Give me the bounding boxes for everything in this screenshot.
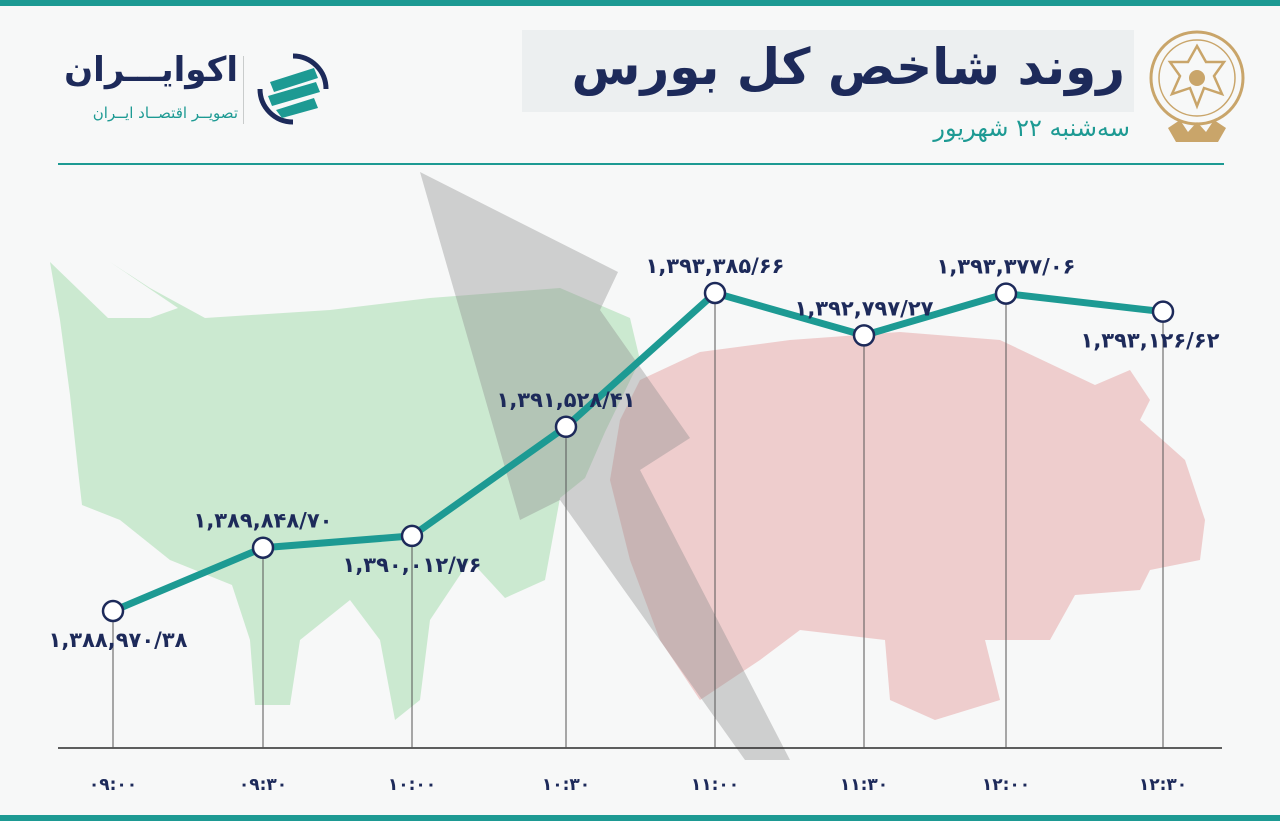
value-label: ۱,۳۹۱,۵۲۸/۴۱ bbox=[497, 388, 636, 412]
x-tick-label: ۱۲:۰۰ bbox=[982, 775, 1030, 795]
data-point bbox=[1151, 300, 1175, 323]
date-subtitle: سه‌شنبه ۲۲ شهریور bbox=[933, 114, 1130, 142]
x-tick-label: ۰۹:۳۰ bbox=[239, 775, 287, 795]
value-label: ۱,۳۸۸,۹۷۰/۳۸ bbox=[49, 628, 188, 652]
value-label: ۱,۳۹۰,۰۱۲/۷۶ bbox=[343, 553, 482, 577]
arrow-silhouette bbox=[420, 172, 790, 760]
value-labels: ۱,۳۸۸,۹۷۰/۳۸ ۱,۳۸۹,۸۴۸/۷۰ ۱,۳۹۰,۰۱۲/۷۶ ۱,۳۹… bbox=[49, 254, 1220, 652]
background-illustration bbox=[50, 172, 1205, 760]
bull-silhouette bbox=[50, 262, 640, 720]
data-point bbox=[554, 415, 578, 439]
x-tick-labels: ۰۹:۰۰ ۰۹:۳۰ ۱۰:۰۰ ۱۰:۳۰ ۱۱:۰۰ ۱۱:۳۰ ۱۲:۰۰ ۱۲:۳۰ bbox=[89, 775, 1187, 795]
data-point bbox=[101, 599, 125, 623]
data-point bbox=[251, 536, 275, 559]
top-border bbox=[0, 0, 1280, 6]
x-tick-label: ۰۹:۰۰ bbox=[89, 775, 137, 795]
brand-name: اکوایـــران bbox=[64, 50, 238, 90]
drop-lines bbox=[112, 293, 1164, 748]
value-label: ۱,۳۹۳,۱۲۶/۶۲ bbox=[1081, 329, 1220, 353]
data-point bbox=[703, 281, 727, 305]
x-tick-label: ۱۰:۰۰ bbox=[388, 775, 436, 795]
bear-silhouette bbox=[610, 332, 1205, 720]
data-point bbox=[852, 324, 876, 347]
data-points bbox=[101, 281, 1175, 623]
x-tick-label: ۱۰:۳۰ bbox=[542, 775, 590, 795]
x-tick-label: ۱۱:۳۰ bbox=[840, 775, 888, 795]
brand-tagline: تصویــر اقتصــاد ایــران bbox=[92, 104, 238, 122]
stock-exchange-seal-icon bbox=[1149, 30, 1245, 142]
ecoiran-logo-icon bbox=[257, 53, 329, 125]
x-tick-label: ۱۱:۰۰ bbox=[691, 775, 739, 795]
data-point bbox=[400, 524, 424, 548]
header-divider bbox=[58, 163, 1224, 165]
value-label: ۱,۳۸۹,۸۴۸/۷۰ bbox=[194, 509, 333, 533]
series-line bbox=[109, 289, 1167, 615]
bottom-border bbox=[0, 815, 1280, 821]
x-tick-label: ۱۲:۳۰ bbox=[1139, 775, 1187, 795]
value-label: ۱,۳۹۲,۷۹۷/۲۷ bbox=[795, 296, 934, 320]
brand-divider bbox=[243, 56, 244, 124]
data-point bbox=[994, 282, 1018, 305]
value-label: ۱,۳۹۳,۳۸۵/۶۶ bbox=[646, 254, 785, 278]
page-title: روند شاخص کل بورس bbox=[571, 38, 1125, 96]
title-box bbox=[522, 30, 1134, 112]
series-polyline bbox=[109, 289, 1167, 615]
value-label: ۱,۳۹۳,۳۷۷/۰۶ bbox=[937, 255, 1076, 279]
